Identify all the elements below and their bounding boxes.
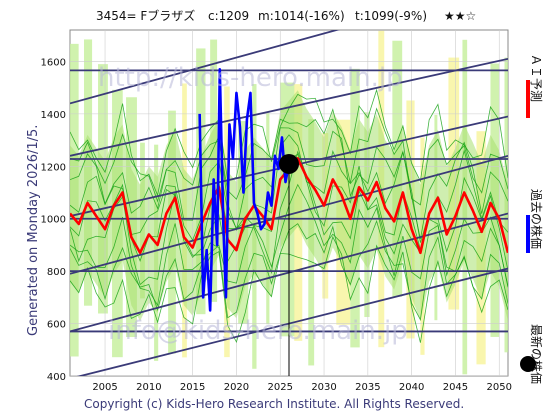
- legend-swatch: [520, 356, 536, 372]
- x-tick-label: 2010: [136, 382, 161, 393]
- past-price-line: [198, 68, 291, 312]
- chart-title: 3454= Fブラザズ: [96, 8, 195, 23]
- x-tick-label: 2020: [224, 382, 249, 393]
- legend-label: 最新の株価: [529, 324, 544, 384]
- sim-line: [70, 88, 508, 197]
- latest-marker: [279, 153, 299, 376]
- x-tick-label: 2040: [399, 382, 424, 393]
- x-tick-label: 2025: [268, 382, 293, 393]
- y-axis: 400 600 800 1000 1200 1400 1600: [41, 57, 66, 383]
- x-tick-label: 2050: [487, 382, 512, 393]
- mean-price: m:1014(-16%): [258, 9, 345, 23]
- x-tick-label: 2005: [92, 382, 117, 393]
- trend-price: t:1099(-9%): [355, 9, 427, 23]
- y-tick-label: 1200: [41, 162, 66, 173]
- x-tick-label: 2035: [355, 382, 380, 393]
- trend-channel: [70, 57, 508, 157]
- latest-point: [279, 153, 299, 174]
- trend-channel: [70, 30, 340, 105]
- y-tick-label: 800: [47, 267, 66, 278]
- sim-line: [70, 107, 508, 206]
- y-tick-label: 1600: [41, 57, 66, 68]
- y-tick-label: 1400: [41, 110, 66, 121]
- y-tick-label: 400: [47, 372, 66, 383]
- legend-label: ＡＩ予測: [529, 54, 543, 102]
- watermark-email: info@kids-hero.main.jp: [108, 316, 408, 346]
- x-tick-label: 2015: [180, 382, 205, 393]
- x-tick-label: 2045: [443, 382, 468, 393]
- x-axis: 2005 2010 2015 2020 2025 2030 2035 2040 2045 2050: [92, 382, 512, 393]
- current-price: c:1209: [208, 9, 249, 23]
- y-tick-label: 1000: [41, 215, 66, 226]
- legend-label: 過去の株価: [529, 189, 544, 249]
- x-tick-label: 2030: [311, 382, 336, 393]
- copyright-footer: Copyright (c) Kids-Hero Research Institu…: [84, 397, 464, 411]
- y-tick-label: 600: [47, 320, 66, 331]
- generated-date: Generated on Monday 2026/1/5.: [26, 125, 41, 336]
- watermark-url: http://kids-hero.main.jp: [98, 63, 403, 93]
- rating-stars: ★★☆: [444, 9, 476, 23]
